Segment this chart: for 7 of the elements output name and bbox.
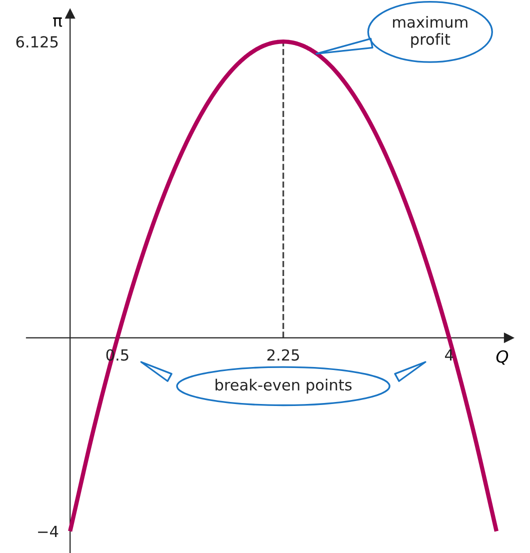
y-axis-title: π [53, 17, 62, 27]
x-axis-title: Q [496, 350, 508, 365]
y-tick-label: 6.125 [16, 36, 58, 48]
x-tick-label: 2.25 [267, 349, 299, 361]
annotation: maximum profit [393, 16, 468, 48]
y-tick-label: −4 [38, 526, 58, 538]
annotation: break-even points [216, 378, 352, 394]
